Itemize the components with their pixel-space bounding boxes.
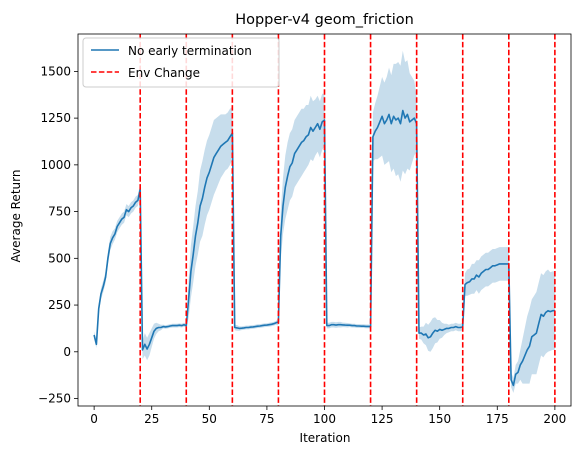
x-tick-label: 25 bbox=[144, 412, 159, 426]
x-tick-label: 150 bbox=[428, 412, 451, 426]
legend-vline-label: Env Change bbox=[128, 66, 200, 80]
series-line-layer bbox=[93, 109, 555, 387]
y-tick-label: 1000 bbox=[40, 158, 71, 172]
y-tick-label: 1250 bbox=[40, 111, 71, 125]
legend-line-label: No early termination bbox=[128, 44, 252, 58]
y-tick-label: 0 bbox=[63, 345, 71, 359]
chart-title: Hopper-v4 geom_friction bbox=[235, 12, 414, 28]
x-axis-ticks: 0 25 50 75 100 125 150 175 200 bbox=[90, 406, 566, 426]
y-tick-label: −250 bbox=[38, 392, 71, 406]
x-axis-label: Iteration bbox=[300, 431, 351, 445]
x-tick-label: 50 bbox=[202, 412, 217, 426]
legend: No early termination Env Change bbox=[82, 37, 280, 88]
x-tick-label: 175 bbox=[486, 412, 509, 426]
confidence-band-layer bbox=[94, 50, 555, 393]
y-axis-ticks: −250 0 250 500 750 1000 1250 1500 bbox=[38, 64, 78, 406]
y-tick-label: 1500 bbox=[40, 64, 71, 78]
series-line-no-early-termination bbox=[93, 109, 555, 387]
y-tick-label: 750 bbox=[48, 205, 71, 219]
y-tick-label: 500 bbox=[48, 251, 71, 265]
plot-area bbox=[77, 33, 572, 407]
y-axis-label: Average Return bbox=[9, 170, 23, 263]
y-tick-label: 250 bbox=[48, 298, 71, 312]
x-tick-label: 0 bbox=[90, 412, 98, 426]
x-tick-label: 200 bbox=[543, 412, 566, 426]
x-tick-label: 75 bbox=[259, 412, 274, 426]
x-tick-label: 125 bbox=[371, 412, 394, 426]
x-tick-label: 100 bbox=[313, 412, 336, 426]
env-change-lines bbox=[139, 34, 556, 406]
legend-box bbox=[82, 37, 280, 88]
confidence-band bbox=[94, 50, 555, 393]
